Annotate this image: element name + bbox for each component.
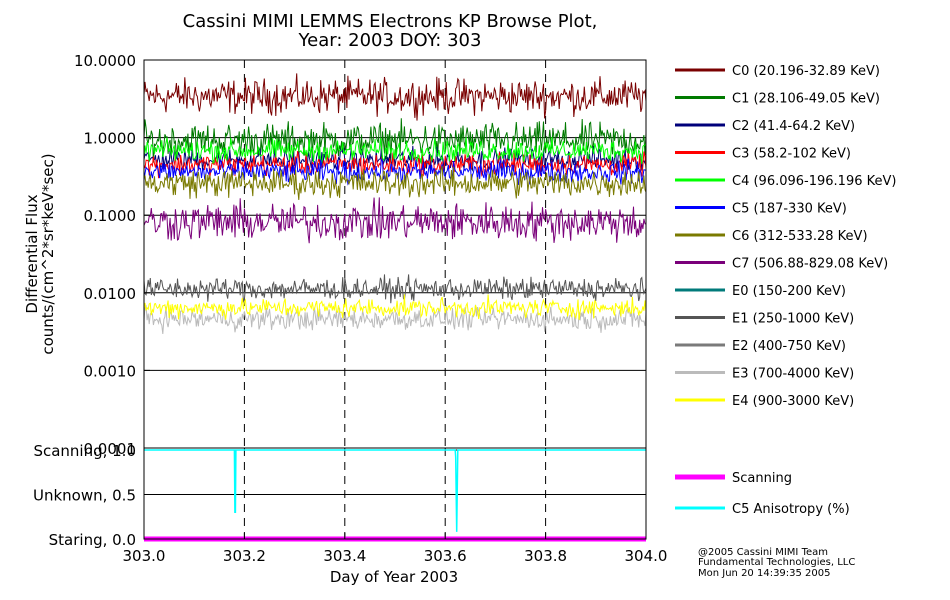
mode-xtick-label: 303.0	[123, 547, 166, 565]
flux-legend-label: C7 (506.88-829.08 KeV)	[732, 257, 888, 272]
flux-ytick-label: 0.0001	[84, 440, 137, 458]
flux-ytick-label: 0.0100	[84, 285, 137, 303]
flux-series-line	[143, 304, 647, 335]
flux-legend-label: C1 (28.106-49.05 KeV)	[732, 92, 880, 107]
flux-panel-frame	[143, 59, 647, 449]
flux-series-line	[143, 294, 647, 320]
mode-panel-frame	[143, 447, 647, 540]
flux-ylabel-line1: Differential Flux	[23, 194, 41, 313]
flux-legend-label: E0 (150-200 KeV)	[732, 284, 846, 299]
flux-legend-label: E2 (400-750 KeV)	[732, 339, 846, 354]
flux-series-line	[143, 150, 647, 179]
flux-legend-label: E4 (900-3000 KeV)	[732, 394, 854, 409]
flux-legend-label: E1 (250-1000 KeV)	[732, 312, 854, 327]
mode-xtick-label: 304.0	[625, 547, 668, 565]
flux-legend: C0 (20.196-32.89 KeV) C1 (28.106-49.05 Ke…	[675, 64, 896, 409]
flux-ytick-label: 0.0010	[84, 362, 137, 380]
mode-xtick-label: 303.4	[323, 547, 366, 565]
flux-series-line	[143, 73, 647, 121]
flux-ytick-label: 1.0000	[84, 130, 137, 148]
mode-ytick-label: Unknown, 0.5	[33, 487, 136, 505]
flux-legend-label: C6 (312-533.28 KeV)	[732, 229, 868, 244]
mode-xtick-label: 303.2	[223, 547, 266, 565]
flux-panel-grid	[144, 59, 646, 449]
flux-series-line	[143, 136, 647, 165]
flux-legend-label: C0 (20.196-32.89 KeV)	[732, 64, 880, 79]
mode-legend-label: C5 Anisotropy (%)	[732, 502, 850, 517]
credit-line1: @2005 Cassini MIMI Team	[698, 547, 828, 558]
flux-series-line	[143, 197, 647, 244]
flux-series-line	[143, 165, 647, 200]
mode-xtick-label: 303.8	[524, 547, 567, 565]
credit-line2: Fundamental Technologies, LLC	[698, 557, 855, 568]
flux-y-ticks: 10.0000 1.0000 0.1000 0.0100 0.0010 0.0001	[74, 52, 150, 458]
flux-legend-label: C5 (187-330 KeV)	[732, 202, 847, 217]
chart-title-line1: Cassini MIMI LEMMS Electrons KP Browse P…	[183, 11, 598, 32]
mode-xtick-label: 303.6	[424, 547, 467, 565]
flux-legend-label: C3 (58.2-102 KeV)	[732, 147, 851, 162]
mode-legend: Scanning C5 Anisotropy (%)	[675, 471, 850, 517]
flux-ytick-label: 0.1000	[84, 207, 137, 225]
mode-ytick-label: Scanning, 1.0	[33, 442, 136, 460]
flux-series-line	[143, 157, 647, 186]
mode-y-ticks: Scanning, 1.0 Unknown, 0.5 Staring, 0.0	[33, 442, 136, 549]
flux-legend-label: E3 (700-4000 KeV)	[732, 367, 854, 382]
anisotropy-series-line	[144, 449, 646, 532]
mode-panel-grid	[144, 448, 646, 540]
chart-title-line2: Year: 2003 DOY: 303	[298, 30, 482, 51]
flux-legend-label: C2 (41.4-64.2 KeV)	[732, 119, 855, 134]
flux-series-group	[143, 73, 647, 335]
x-axis-label: Day of Year 2003	[330, 568, 458, 586]
flux-series-line	[143, 274, 647, 304]
credit-line3: Mon Jun 20 14:39:35 2005	[698, 568, 831, 579]
mode-legend-label: Scanning	[732, 471, 792, 486]
flux-series-line	[143, 118, 647, 163]
flux-ylabel-line2: counts/(cm^2*sr*keV*sec)	[39, 153, 57, 354]
mode-x-ticks: 303.0 303.2 303.4 303.6 303.8 304.0	[123, 533, 668, 565]
flux-legend-label: C4 (96.096-196.196 KeV)	[732, 174, 896, 189]
flux-ytick-label: 10.0000	[74, 52, 136, 70]
mode-ytick-label: Staring, 0.0	[49, 531, 136, 549]
